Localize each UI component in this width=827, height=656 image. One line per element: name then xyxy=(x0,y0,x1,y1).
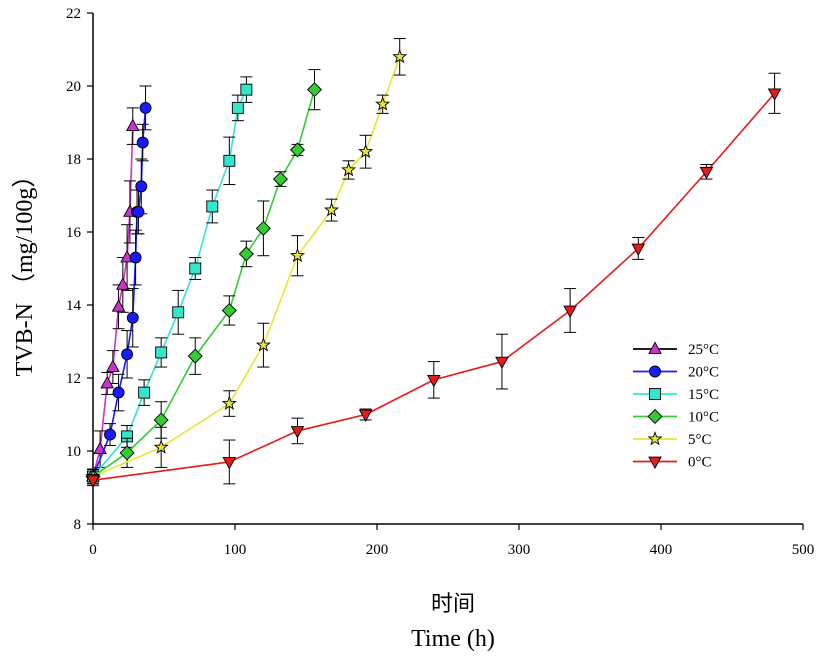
y-tick-label: 20 xyxy=(66,79,81,95)
data-point xyxy=(153,439,169,454)
series-layer xyxy=(85,38,782,488)
data-point xyxy=(106,359,120,372)
legend-marker xyxy=(647,408,663,425)
x-tick-label: 100 xyxy=(224,542,247,558)
data-point xyxy=(222,457,237,470)
series-line xyxy=(92,89,248,478)
x-tick-label: 200 xyxy=(366,542,389,558)
data-point xyxy=(189,262,202,275)
data-point xyxy=(138,386,151,399)
data-point xyxy=(341,162,357,177)
legend-item: 15°C xyxy=(633,387,719,403)
data-point xyxy=(767,88,782,101)
series-line xyxy=(92,89,316,478)
y-tick-label: 22 xyxy=(66,6,81,22)
y-tick-label: 12 xyxy=(66,371,81,387)
legend-item: 5°C xyxy=(633,431,712,448)
data-point xyxy=(289,142,305,158)
data-point xyxy=(116,277,130,290)
legend-label: 0°C xyxy=(688,455,712,471)
legend-label: 5°C xyxy=(688,432,712,448)
series-line xyxy=(92,92,776,481)
legend-marker xyxy=(647,431,663,446)
legend-label: 25°C xyxy=(688,342,719,358)
legend-item: 20°C xyxy=(633,365,719,381)
x-axis-title-chinese: 时间 xyxy=(431,592,475,617)
legend-marker xyxy=(648,456,662,470)
data-point xyxy=(231,101,244,114)
data-point xyxy=(111,299,126,312)
series-5 xyxy=(86,72,782,488)
data-point xyxy=(112,386,125,399)
data-point xyxy=(290,426,305,439)
data-point xyxy=(221,395,237,410)
data-point xyxy=(307,82,323,98)
data-point xyxy=(221,302,237,318)
legend: 25°C 20°C 15°C 10°C 5°C 0°C xyxy=(633,341,719,471)
legend-label: 20°C xyxy=(688,365,719,381)
data-point xyxy=(155,346,168,359)
data-point xyxy=(206,200,219,213)
legend-label: 10°C xyxy=(688,410,719,426)
y-axis-title: TVB-N （mg/100g） xyxy=(12,164,38,377)
legend-item: 25°C xyxy=(633,341,719,358)
data-point xyxy=(324,202,340,217)
data-point xyxy=(375,96,391,111)
data-point xyxy=(358,143,374,159)
data-point xyxy=(426,374,441,388)
series-1 xyxy=(87,85,152,485)
data-point xyxy=(272,171,288,187)
data-point xyxy=(139,101,152,114)
series-line xyxy=(92,107,147,477)
legend-item: 0°C xyxy=(633,455,712,471)
data-point xyxy=(563,305,577,319)
series-line xyxy=(92,56,401,478)
data-point xyxy=(119,445,135,461)
data-point xyxy=(132,205,145,218)
x-tick-label: 300 xyxy=(508,542,531,558)
data-point xyxy=(187,348,203,364)
legend-label: 15°C xyxy=(688,387,719,403)
data-point xyxy=(135,180,148,193)
data-point xyxy=(86,475,100,488)
y-tick-label: 16 xyxy=(66,225,82,241)
data-point xyxy=(255,337,271,352)
data-point xyxy=(125,118,140,132)
legend-marker xyxy=(649,365,661,378)
data-point xyxy=(240,83,253,96)
data-point xyxy=(100,375,115,389)
x-tick-label: 400 xyxy=(650,542,673,558)
y-tick-label: 18 xyxy=(66,152,81,168)
x-tick-label: 500 xyxy=(792,542,815,558)
data-point xyxy=(392,48,408,64)
data-point xyxy=(255,220,271,236)
series-3 xyxy=(85,69,323,485)
legend-marker xyxy=(648,341,662,354)
data-point xyxy=(699,166,714,180)
data-point xyxy=(223,154,236,167)
legend-item: 10°C xyxy=(633,408,719,426)
data-point xyxy=(126,311,139,324)
data-point xyxy=(136,136,149,149)
data-point xyxy=(289,247,305,263)
data-point xyxy=(172,306,185,319)
x-axis-title: Time (h) xyxy=(411,626,495,652)
data-point xyxy=(121,348,134,361)
y-tick-label: 14 xyxy=(66,298,82,314)
y-tick-label: 10 xyxy=(66,444,81,460)
y-tick-label: 8 xyxy=(74,517,82,533)
data-point xyxy=(495,356,509,370)
series-2 xyxy=(87,76,253,485)
data-point xyxy=(238,246,254,262)
data-point xyxy=(129,251,142,264)
data-point xyxy=(104,428,116,441)
data-point xyxy=(631,243,646,256)
x-tick-label: 0 xyxy=(89,542,97,558)
legend-marker xyxy=(649,388,661,400)
data-point xyxy=(358,409,373,423)
axes: 0 100 200 300 400 500 8 10 12 14 16 18 20 22 xyxy=(66,6,814,558)
